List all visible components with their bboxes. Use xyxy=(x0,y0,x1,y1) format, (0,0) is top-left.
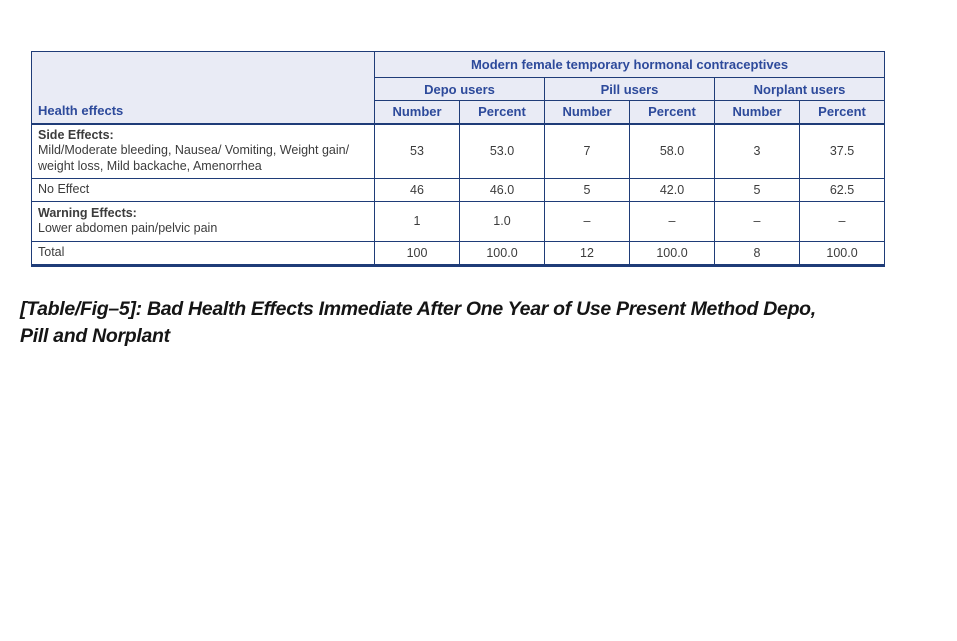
row-label-side-effects: Side Effects: Mild/Moderate bleeding, Na… xyxy=(31,123,375,179)
table-row-side-effects: Side Effects: Mild/Moderate bleeding, Na… xyxy=(31,123,886,179)
table-cell: 100.0 xyxy=(629,240,715,267)
subheader-depo-number: Number xyxy=(374,100,460,125)
row-label-no-effect: No Effect xyxy=(31,178,375,202)
header-health-effects: Health effects xyxy=(31,51,375,125)
table-cell: 100 xyxy=(374,240,460,267)
table-row-no-effect: No Effect 46 46.0 5 42.0 5 62.5 xyxy=(31,178,886,202)
table-cell: – xyxy=(629,200,715,242)
table-cell: 46.0 xyxy=(459,178,545,202)
table-cell: 46 xyxy=(374,178,460,202)
table-cell: 62.5 xyxy=(798,178,886,202)
caption-line-2: Pill and Norplant xyxy=(20,325,170,347)
table-cell: 37.5 xyxy=(798,123,886,179)
table-cell: 3 xyxy=(714,123,800,179)
table-cell: 100.0 xyxy=(459,240,545,267)
table-row-total: Total 100 100.0 12 100.0 8 100.0 xyxy=(31,240,886,267)
row-label-warning-effects: Warning Effects: Lower abdomen pain/pelv… xyxy=(31,200,375,242)
header-group-pill-users: Pill users xyxy=(544,77,715,101)
table-cell: – xyxy=(798,200,886,242)
row-label-detail: Total xyxy=(38,244,65,259)
table-row-warning-effects: Warning Effects: Lower abdomen pain/pelv… xyxy=(31,200,886,242)
table-header-row-subheaders: Number Percent Number Percent Number Per… xyxy=(32,100,886,125)
subheader-norplant-number: Number xyxy=(714,100,800,125)
table-cell: 58.0 xyxy=(629,123,715,179)
table-cell: 8 xyxy=(714,240,800,267)
table-cell: 53.0 xyxy=(459,123,545,179)
table-cell: – xyxy=(714,200,800,242)
header-group-depo-users: Depo users xyxy=(374,77,545,101)
table-cell: 7 xyxy=(544,123,630,179)
table-cell: – xyxy=(544,200,630,242)
subheader-depo-percent: Percent xyxy=(459,100,545,125)
row-label-total: Total xyxy=(31,240,375,267)
contraceptives-effects-table: Health effects Modern female temporary h… xyxy=(31,51,886,267)
table-header-row-groups: Depo users Pill users Norplant users xyxy=(32,77,886,101)
table-cell: 5 xyxy=(544,178,630,202)
row-label-title: Warning Effects: xyxy=(38,205,137,220)
subheader-pill-percent: Percent xyxy=(629,100,715,125)
header-group-norplant-users: Norplant users xyxy=(713,77,886,101)
row-label-detail: Mild/Moderate bleeding, Nausea/ Vomiting… xyxy=(38,143,350,174)
table-header-row-title: Health effects Modern female temporary h… xyxy=(31,51,886,125)
caption-line-1: [Table/Fig–5]: Bad Health Effects Immedi… xyxy=(20,298,816,320)
row-label-title: Side Effects: xyxy=(38,127,114,142)
table-cell: 5 xyxy=(714,178,800,202)
subheader-pill-number: Number xyxy=(544,100,630,125)
table-cell: 53 xyxy=(374,123,460,179)
row-label-detail: Lower abdomen pain/pelvic pain xyxy=(38,221,218,236)
row-label-detail: No Effect xyxy=(38,182,90,196)
table-caption: [Table/Fig–5]: Bad Health Effects Immedi… xyxy=(20,296,950,350)
health-effects-table: Health effects Modern female temporary h… xyxy=(31,51,886,267)
table-cell: 100.0 xyxy=(798,240,886,267)
table-cell: 1 xyxy=(374,200,460,242)
table-cell: 1.0 xyxy=(459,200,545,242)
subheader-norplant-percent: Percent xyxy=(798,100,886,125)
table-cell: 42.0 xyxy=(629,178,715,202)
header-span-title: Modern female temporary hormonal contrac… xyxy=(373,51,886,78)
table-cell: 12 xyxy=(544,240,630,267)
